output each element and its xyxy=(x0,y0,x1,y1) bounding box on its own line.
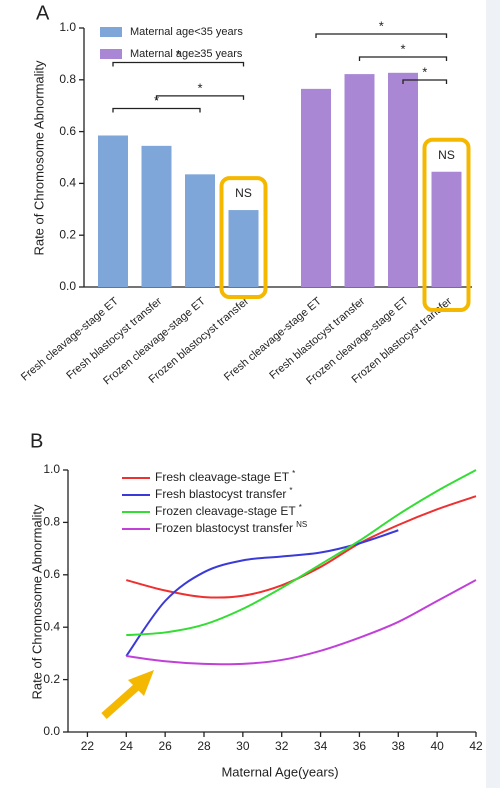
bar xyxy=(344,74,375,288)
significance-bracket xyxy=(315,33,448,38)
significance-label: * xyxy=(422,64,427,79)
legend-name: Fresh cleavage-stage ET xyxy=(155,470,290,484)
legend-label: Fresh cleavage-stage ET * xyxy=(155,469,295,484)
annotation: NS xyxy=(235,186,252,200)
y-tick-label: 0.2 xyxy=(43,672,60,686)
legend-superscript: * xyxy=(292,469,295,478)
y-tick-label: 1.0 xyxy=(43,462,60,476)
y-tick-label: 0.6 xyxy=(43,567,60,581)
y-axis-title: Rate of Chromosome Abnormality xyxy=(29,504,44,700)
y-tick-label: 0.0 xyxy=(43,724,60,738)
panel-label: B xyxy=(30,430,43,452)
bar xyxy=(185,174,215,287)
legend-superscript: * xyxy=(289,486,292,495)
bar xyxy=(388,72,418,287)
significance-bracket xyxy=(358,56,448,61)
legend-swatch xyxy=(100,27,122,37)
y-tick-label: 0.6 xyxy=(59,124,76,138)
bar xyxy=(431,171,462,287)
significance-label: * xyxy=(379,18,384,33)
highlight-box xyxy=(219,176,268,299)
bar xyxy=(301,88,331,288)
significance-label: * xyxy=(176,47,181,62)
significance-bracket xyxy=(402,79,448,84)
legend-name: Frozen blastocyst transfer xyxy=(155,521,293,535)
line-series xyxy=(126,469,477,637)
x-tick-label: 32 xyxy=(275,739,289,753)
x-tick-label: 36 xyxy=(353,739,367,753)
y-tick-label: 0.2 xyxy=(59,227,76,241)
x-tick-label: 42 xyxy=(469,739,483,753)
bar xyxy=(98,135,128,287)
legend-label: Fresh blastocyst transfer * xyxy=(155,486,293,501)
x-tick-label: 24 xyxy=(120,739,134,753)
x-tick-label: 38 xyxy=(392,739,406,753)
significance-label: * xyxy=(400,41,405,56)
legend-name: Frozen cleavage-stage ET xyxy=(155,504,296,518)
line-series xyxy=(125,529,399,657)
legend-label: Maternal age≥35 years xyxy=(130,48,243,60)
y-tick-label: 0.8 xyxy=(59,72,76,86)
annotation: NS xyxy=(438,148,455,162)
legend-label: Frozen blastocyst transfer NS xyxy=(155,520,307,535)
legend-superscript: NS xyxy=(296,520,307,529)
legend-label: Maternal age<35 years xyxy=(130,26,243,38)
significance-label: * xyxy=(197,80,202,95)
bar xyxy=(141,145,172,287)
x-tick-label: 28 xyxy=(197,739,211,753)
highlight-box xyxy=(422,137,471,312)
x-tick-label: 34 xyxy=(314,739,328,753)
x-tick-label: 22 xyxy=(81,739,95,753)
legend-swatch xyxy=(100,49,122,59)
significance-bracket xyxy=(112,107,201,113)
y-axis-title: Rate of Chromosome Abnormality xyxy=(31,60,46,256)
y-tick-label: 0.4 xyxy=(43,619,60,633)
x-tick-label: 26 xyxy=(158,739,172,753)
x-tick-label: 30 xyxy=(236,739,250,753)
significance-bracket xyxy=(112,61,245,67)
legend-name: Fresh blastocyst transfer xyxy=(155,487,286,501)
y-tick-label: 1.0 xyxy=(59,20,76,34)
legend-label: Frozen cleavage-stage ET * xyxy=(155,503,302,518)
side-strip xyxy=(486,0,500,788)
panel-label: A xyxy=(36,2,50,24)
significance-label: * xyxy=(154,93,159,108)
bar xyxy=(228,210,259,287)
y-tick-label: 0.0 xyxy=(59,279,76,293)
legend-superscript: * xyxy=(299,503,302,512)
line-series xyxy=(126,579,477,666)
significance-bracket xyxy=(155,95,245,100)
x-tick-label: 40 xyxy=(430,739,444,753)
x-axis-title: Maternal Age(years) xyxy=(221,764,338,779)
y-tick-label: 0.8 xyxy=(43,515,60,529)
arrow xyxy=(101,670,154,719)
y-tick-label: 0.4 xyxy=(59,176,76,190)
